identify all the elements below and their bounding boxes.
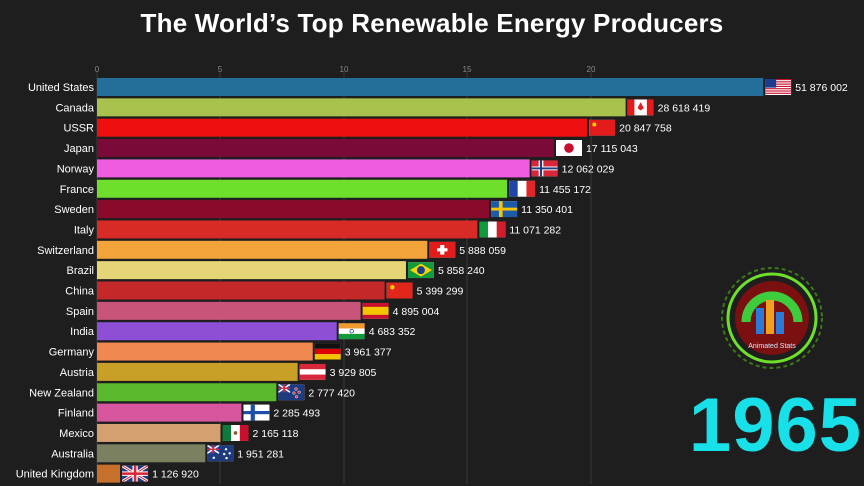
value-label: 11 350 401 <box>521 204 573 216</box>
value-label: 20 847 758 <box>619 123 672 135</box>
value-label: 1 951 281 <box>237 448 284 460</box>
category-label: Japan <box>64 143 94 155</box>
value-label: 5 858 240 <box>438 265 485 277</box>
value-label: 11 071 282 <box>509 224 561 236</box>
category-label: USSR <box>63 123 94 135</box>
value-label: 17 115 043 <box>586 143 638 155</box>
value-label: 4 683 352 <box>369 326 416 338</box>
flag-br-icon <box>407 262 434 279</box>
category-label: United States <box>28 82 95 94</box>
bar <box>97 200 490 219</box>
category-label: Finland <box>58 408 94 420</box>
value-label: 51 876 002 <box>795 82 848 94</box>
category-label: Switzerland <box>37 245 94 257</box>
category-label: Mexico <box>59 428 94 440</box>
value-label: 2 777 420 <box>308 387 355 399</box>
bar <box>97 98 626 117</box>
category-label: New Zealand <box>29 387 94 399</box>
bar <box>97 261 406 280</box>
x-tick-label: 20 <box>587 65 596 74</box>
bar <box>97 362 298 381</box>
flag-au-icon <box>207 445 234 462</box>
bar <box>97 301 361 320</box>
bar <box>97 220 478 239</box>
flag-ch-icon <box>429 241 456 258</box>
flag-in-icon <box>338 323 365 340</box>
value-label: 28 618 419 <box>658 102 711 114</box>
year-display: 1965 <box>688 383 862 468</box>
category-label: Italy <box>74 224 95 236</box>
logo-text: Animated Stats <box>748 343 796 350</box>
flag-ca-icon <box>627 99 654 116</box>
value-label: 5 399 299 <box>417 286 464 298</box>
x-tick-label: 0 <box>95 65 100 74</box>
category-label: India <box>70 326 95 338</box>
category-label: Brazil <box>66 265 94 277</box>
value-label: 2 285 493 <box>273 408 320 420</box>
animated-stats-logo-icon: Animated Stats <box>716 262 828 374</box>
bar <box>97 444 206 463</box>
flag-nz-icon <box>278 384 305 401</box>
category-label: Canada <box>55 102 94 114</box>
flag-us-icon <box>765 79 792 95</box>
bar <box>97 423 221 442</box>
value-label: 12 062 029 <box>562 163 615 175</box>
bar <box>97 159 530 178</box>
value-label: 3 961 377 <box>345 347 392 359</box>
flag-jp-icon <box>555 140 582 157</box>
bar <box>97 179 508 198</box>
flag-gb-icon <box>122 465 149 482</box>
bar <box>97 240 428 259</box>
x-tick-label: 5 <box>218 65 223 74</box>
flag-it-icon <box>479 221 506 238</box>
bar <box>97 403 242 422</box>
flag-mx-icon <box>222 424 249 441</box>
flag-es-icon <box>362 302 389 319</box>
bar <box>97 281 385 300</box>
bar <box>97 342 313 361</box>
value-label: 11 455 172 <box>539 184 591 196</box>
category-label: Germany <box>49 347 95 359</box>
category-label: Norway <box>57 163 95 175</box>
flag-cn-icon <box>386 282 413 299</box>
x-tick-label: 15 <box>463 65 472 74</box>
flag-de-icon <box>314 343 341 360</box>
value-label: 5 888 059 <box>459 245 506 257</box>
bar <box>97 118 588 137</box>
category-label: Australia <box>51 448 95 460</box>
x-tick-label: 10 <box>340 65 349 74</box>
bar <box>97 383 277 402</box>
flag-se-icon <box>491 201 518 218</box>
bar <box>97 139 554 158</box>
value-label: 3 929 805 <box>330 367 377 379</box>
flag-no-icon <box>531 160 558 177</box>
value-label: 4 895 004 <box>393 306 440 318</box>
bar <box>97 464 121 483</box>
category-label: Sweden <box>54 204 94 216</box>
category-label: United Kingdom <box>16 469 94 481</box>
category-label: China <box>65 286 95 298</box>
flag-fr-icon <box>509 180 536 197</box>
category-label: Spain <box>66 306 94 318</box>
flag-su-icon <box>589 119 616 136</box>
category-label: Austria <box>60 367 95 379</box>
category-label: France <box>60 184 94 196</box>
flag-fi-icon <box>243 404 270 421</box>
value-label: 2 165 118 <box>252 428 298 440</box>
chart-title: The World’s Top Renewable Energy Produce… <box>140 8 724 38</box>
value-label: 1 126 920 <box>152 469 199 481</box>
bar <box>97 322 337 341</box>
bar <box>97 78 764 96</box>
flag-at-icon <box>299 363 326 380</box>
